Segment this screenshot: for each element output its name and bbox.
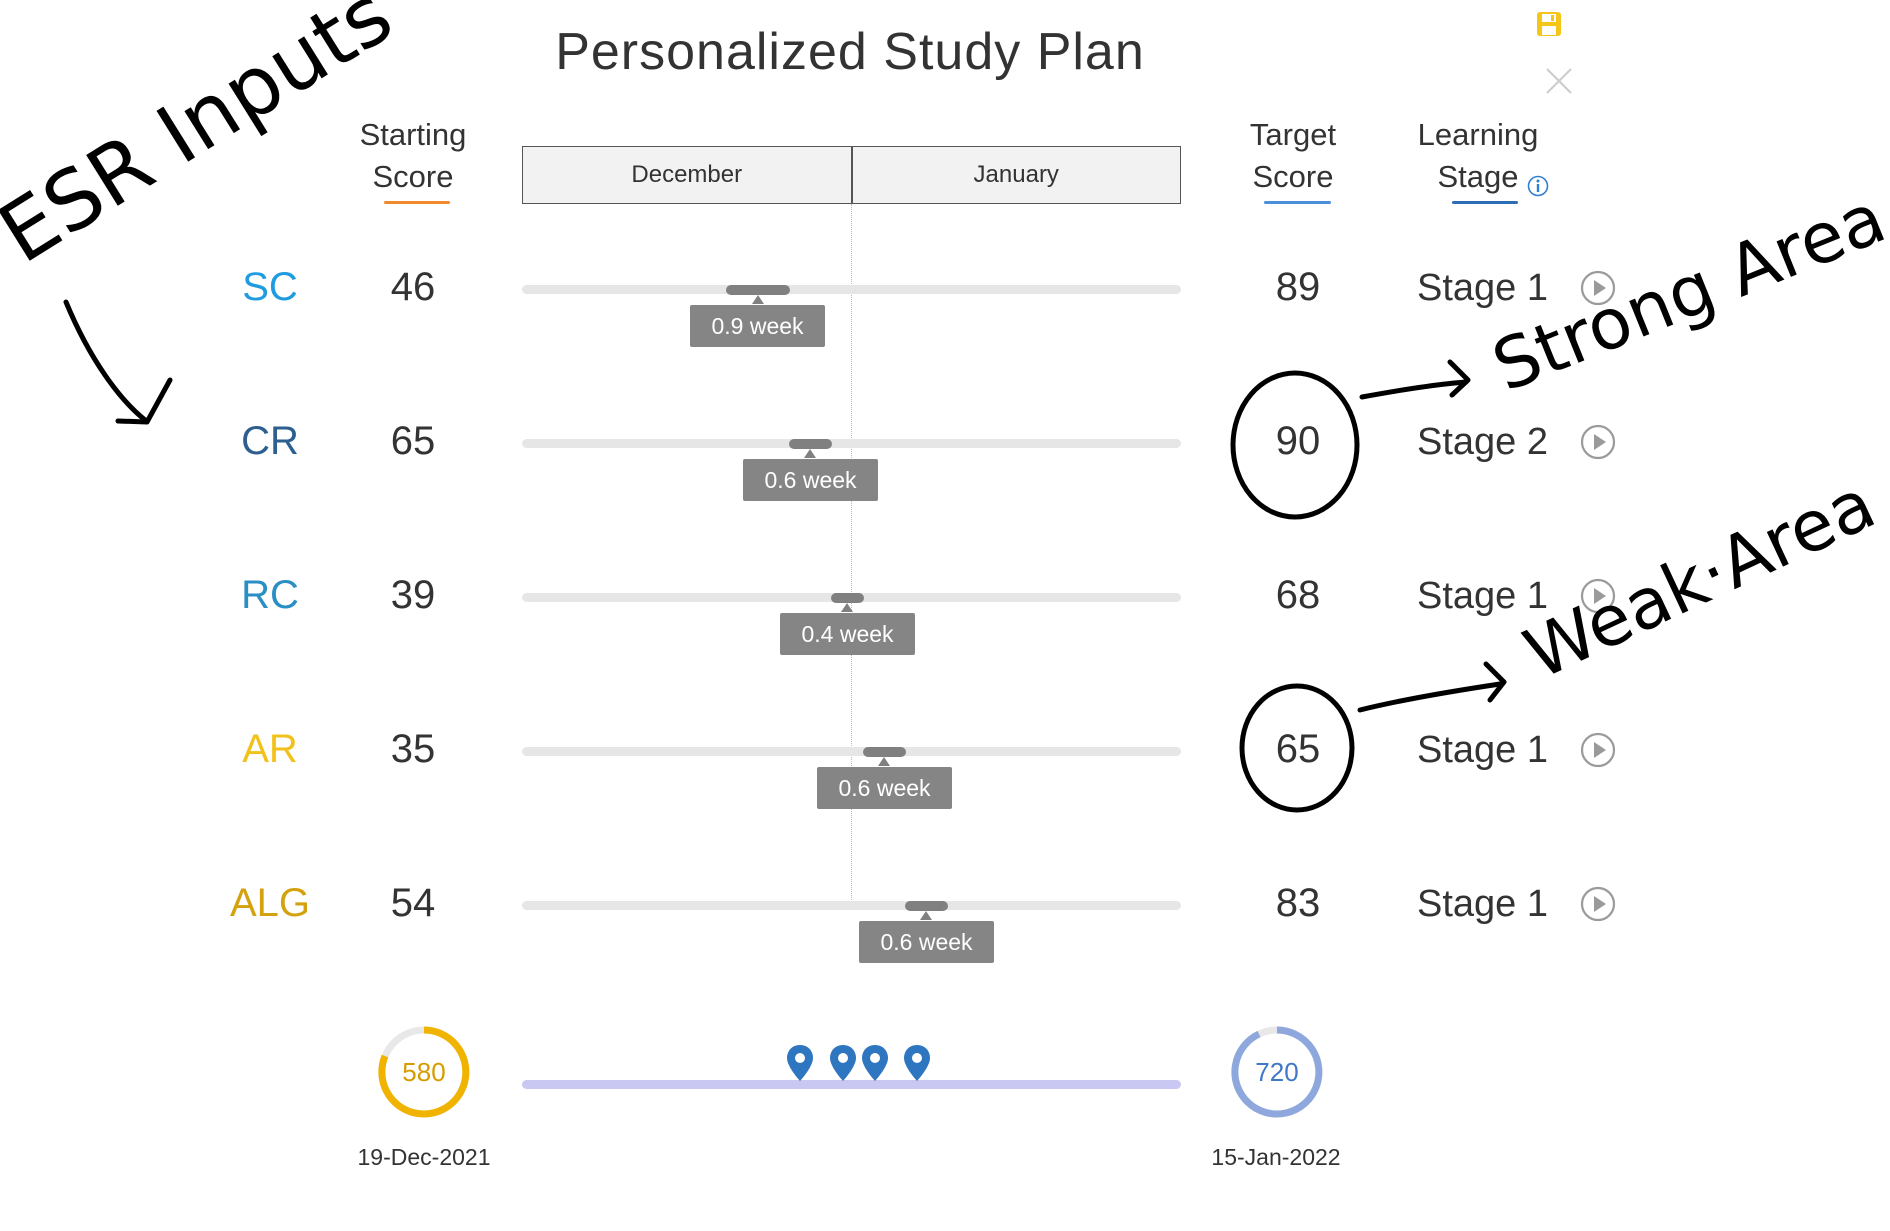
timeline-track-sc — [522, 285, 1181, 294]
overall-timeline-track — [522, 1080, 1181, 1089]
info-icon[interactable] — [1527, 175, 1549, 197]
learning-stage-underline — [1452, 201, 1518, 204]
starting-total-ring — [378, 1026, 470, 1118]
month-divider-line — [851, 204, 852, 904]
target-score-ar[interactable]: 65 — [1275, 727, 1321, 771]
section-label-rc: RC — [241, 573, 299, 617]
timeline-track-alg — [522, 901, 1181, 910]
play-circle-icon[interactable] — [1580, 270, 1616, 306]
timeline-track-ar — [522, 747, 1181, 756]
starting-score-header: Starting Score — [359, 117, 467, 194]
map-pin-icon[interactable] — [903, 1044, 931, 1082]
target-total-score: 720 — [1255, 1057, 1299, 1087]
play-circle-icon[interactable] — [1580, 886, 1616, 922]
timeline-bar-ar[interactable] — [863, 747, 906, 757]
play-circle-icon[interactable] — [1580, 578, 1616, 614]
arrow-head — [115, 377, 173, 425]
target-date: 15-Jan-2022 — [1211, 1144, 1341, 1170]
month-december: December — [522, 146, 852, 204]
starting-total-score: 580 — [402, 1057, 446, 1087]
duration-tag-rc: 0.4 week — [780, 613, 915, 655]
stage-ar: Stage 1 — [1417, 729, 1548, 771]
month-january: January — [851, 146, 1181, 204]
arrow-line — [1357, 681, 1503, 713]
target-score-cr[interactable]: 90 — [1275, 419, 1321, 463]
weak-area-scribble: Weak·Area — [1513, 463, 1887, 696]
play-circle-icon[interactable] — [1580, 732, 1616, 768]
stage-cr: Stage 2 — [1417, 421, 1548, 463]
arrow-line — [63, 299, 148, 423]
page-title: Personalized Study Plan — [555, 23, 1145, 81]
target-score-alg[interactable]: 83 — [1275, 881, 1321, 925]
timeline-bar-sc[interactable] — [726, 285, 790, 295]
section-label-ar: AR — [242, 727, 298, 771]
section-label-cr: CR — [241, 419, 299, 463]
map-pin-icon[interactable] — [829, 1044, 857, 1082]
caret-icon — [920, 911, 932, 920]
target-score-rc[interactable]: 68 — [1275, 573, 1321, 617]
section-label-alg: ALG — [229, 881, 311, 925]
map-pin-icon[interactable] — [786, 1044, 814, 1082]
caret-icon — [841, 603, 853, 612]
annotation-weak-area: Weak·Area — [1513, 463, 1887, 696]
starting-score-underline — [384, 201, 450, 204]
duration-tag-ar: 0.6 week — [817, 767, 952, 809]
caret-icon — [804, 449, 816, 458]
timeline-bar-cr[interactable] — [789, 439, 832, 449]
map-pin-icon[interactable] — [861, 1044, 889, 1082]
duration-tag-alg: 0.6 week — [859, 921, 994, 963]
starting-score-rc: 39 — [390, 573, 436, 617]
target-score-header: Target Score — [1249, 117, 1337, 194]
section-label-sc: SC — [242, 265, 298, 309]
start-date: 19-Dec-2021 — [357, 1144, 491, 1170]
duration-tag-sc: 0.9 week — [690, 305, 825, 347]
starting-score-cr: 65 — [390, 419, 436, 463]
target-total-ring — [1231, 1026, 1323, 1118]
timeline-track-cr — [522, 439, 1181, 448]
duration-tag-cr: 0.6 week — [743, 459, 878, 501]
target-score-underline — [1264, 201, 1331, 204]
starting-score-alg: 54 — [390, 881, 436, 925]
save-icon[interactable] — [1536, 11, 1562, 37]
timeline-bar-rc[interactable] — [831, 593, 864, 603]
stage-rc: Stage 1 — [1417, 575, 1548, 617]
arrow-line — [1359, 379, 1469, 400]
caret-icon — [878, 757, 890, 766]
starting-score-sc: 46 — [390, 265, 436, 309]
close-icon[interactable] — [1544, 66, 1574, 96]
stage-alg: Stage 1 — [1417, 883, 1548, 925]
timeline-month-header: December January — [522, 146, 1181, 204]
target-score-sc[interactable]: 89 — [1275, 265, 1321, 309]
caret-icon — [752, 295, 764, 304]
play-circle-icon[interactable] — [1580, 424, 1616, 460]
arrow-head — [1447, 359, 1471, 398]
learning-stage-header: Learning Stage — [1417, 117, 1539, 194]
timeline-bar-alg[interactable] — [905, 901, 948, 911]
starting-score-ar: 35 — [390, 727, 436, 771]
arrow-head — [1483, 661, 1507, 703]
stage-sc: Stage 1 — [1417, 267, 1548, 309]
